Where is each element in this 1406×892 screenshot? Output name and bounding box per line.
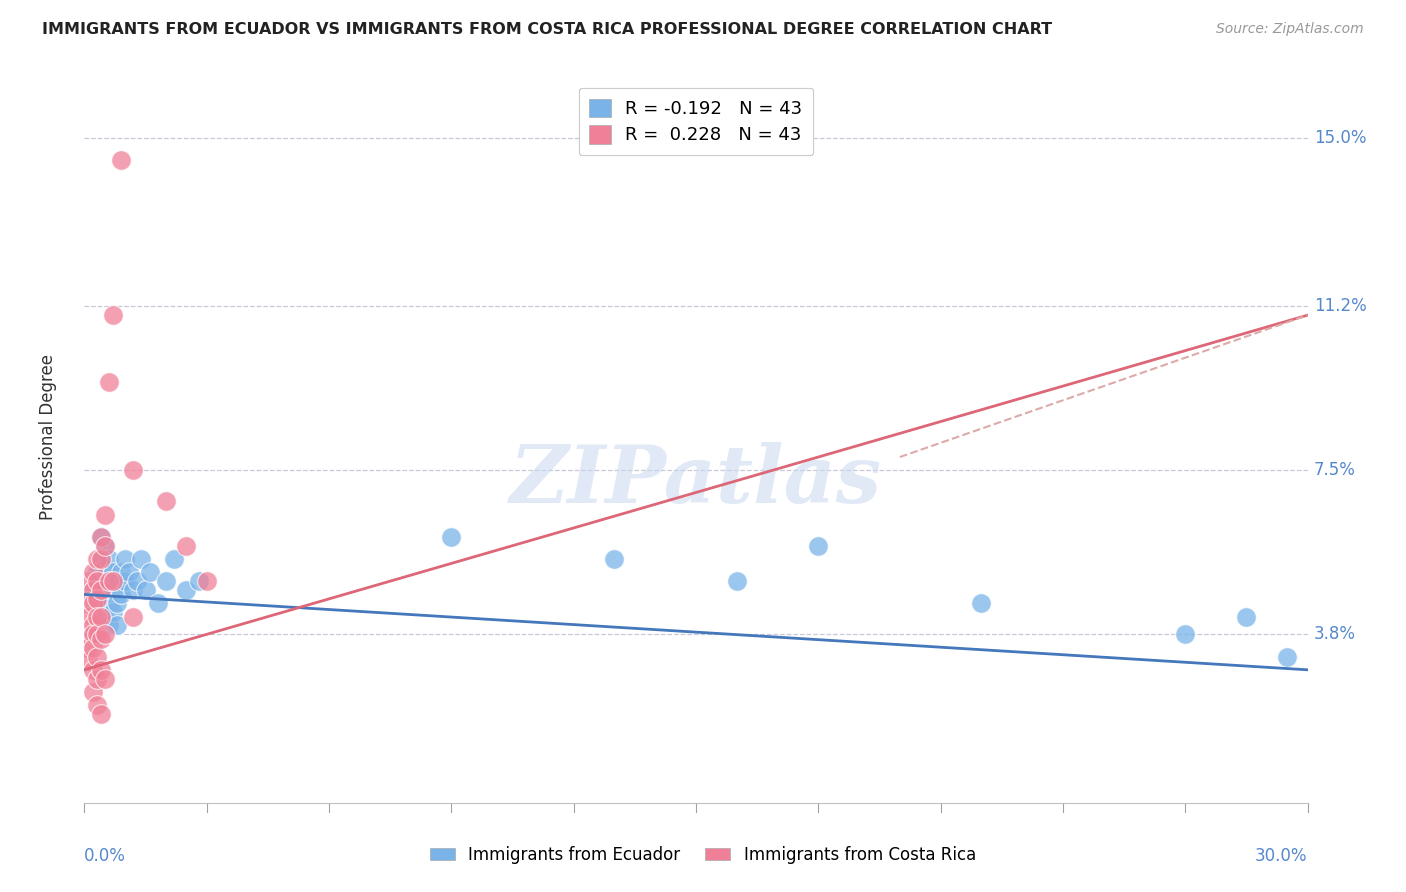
Point bbox=[807, 539, 830, 553]
Point bbox=[105, 618, 128, 632]
Point bbox=[101, 566, 124, 580]
Text: Source: ZipAtlas.com: Source: ZipAtlas.com bbox=[1216, 22, 1364, 37]
Point bbox=[86, 649, 108, 664]
Point bbox=[86, 552, 108, 566]
Point bbox=[90, 582, 112, 597]
Point bbox=[82, 627, 104, 641]
Point bbox=[101, 574, 124, 589]
Text: 3.8%: 3.8% bbox=[1313, 625, 1355, 643]
Point bbox=[174, 582, 197, 597]
Point bbox=[77, 574, 100, 589]
Point bbox=[97, 574, 120, 589]
Point bbox=[77, 654, 100, 668]
Point bbox=[97, 552, 120, 566]
Point bbox=[110, 587, 132, 601]
Point bbox=[195, 574, 218, 589]
Point bbox=[1174, 627, 1197, 641]
Point bbox=[105, 596, 128, 610]
Point bbox=[77, 627, 100, 641]
Text: 7.5%: 7.5% bbox=[1313, 461, 1355, 479]
Point bbox=[90, 707, 112, 722]
Point bbox=[1277, 649, 1299, 664]
Point bbox=[725, 574, 748, 589]
Point bbox=[77, 609, 100, 624]
Point bbox=[1236, 609, 1258, 624]
Point bbox=[146, 596, 169, 610]
Point bbox=[93, 582, 115, 597]
Point bbox=[174, 539, 197, 553]
Point bbox=[93, 627, 115, 641]
Text: ZIPatlas: ZIPatlas bbox=[510, 442, 882, 520]
Point bbox=[135, 582, 157, 597]
Point bbox=[127, 574, 149, 589]
Legend: Immigrants from Ecuador, Immigrants from Costa Rica: Immigrants from Ecuador, Immigrants from… bbox=[423, 839, 983, 871]
Text: Professional Degree: Professional Degree bbox=[38, 354, 56, 520]
Point bbox=[82, 596, 104, 610]
Point bbox=[138, 566, 160, 580]
Point bbox=[97, 596, 120, 610]
Point bbox=[122, 609, 145, 624]
Point bbox=[97, 574, 120, 589]
Point bbox=[77, 640, 100, 655]
Point bbox=[155, 494, 177, 508]
Point bbox=[163, 552, 186, 566]
Text: 30.0%: 30.0% bbox=[1256, 847, 1308, 865]
Text: 15.0%: 15.0% bbox=[1313, 128, 1367, 147]
Point bbox=[93, 561, 115, 575]
Point bbox=[82, 566, 104, 580]
Point bbox=[93, 539, 115, 553]
Point bbox=[101, 582, 124, 597]
Point bbox=[90, 552, 112, 566]
Point bbox=[82, 685, 104, 699]
Point bbox=[86, 672, 108, 686]
Point bbox=[155, 574, 177, 589]
Point bbox=[101, 308, 124, 322]
Point bbox=[122, 582, 145, 597]
Text: 11.2%: 11.2% bbox=[1313, 297, 1367, 315]
Point bbox=[97, 618, 120, 632]
Point bbox=[82, 663, 104, 677]
Point bbox=[93, 508, 115, 522]
Point bbox=[90, 574, 112, 589]
Point bbox=[86, 596, 108, 610]
Point bbox=[86, 566, 108, 580]
Point bbox=[90, 663, 112, 677]
Point bbox=[97, 375, 120, 389]
Text: IMMIGRANTS FROM ECUADOR VS IMMIGRANTS FROM COSTA RICA PROFESSIONAL DEGREE CORREL: IMMIGRANTS FROM ECUADOR VS IMMIGRANTS FR… bbox=[42, 22, 1052, 37]
Point bbox=[86, 627, 108, 641]
Point bbox=[118, 566, 141, 580]
Point bbox=[90, 609, 112, 624]
Point bbox=[101, 605, 124, 619]
Point bbox=[82, 582, 104, 597]
Point bbox=[105, 574, 128, 589]
Point bbox=[90, 530, 112, 544]
Point bbox=[90, 530, 112, 544]
Point bbox=[970, 596, 993, 610]
Point bbox=[110, 566, 132, 580]
Point bbox=[131, 552, 153, 566]
Point bbox=[90, 632, 112, 646]
Point bbox=[110, 153, 132, 167]
Point bbox=[82, 640, 104, 655]
Legend: R = -0.192   N = 43, R =  0.228   N = 43: R = -0.192 N = 43, R = 0.228 N = 43 bbox=[578, 87, 814, 155]
Point bbox=[93, 609, 115, 624]
Point bbox=[86, 574, 108, 589]
Point bbox=[93, 672, 115, 686]
Point bbox=[187, 574, 209, 589]
Point bbox=[93, 539, 115, 553]
Point bbox=[90, 552, 112, 566]
Point bbox=[122, 463, 145, 477]
Point bbox=[86, 609, 108, 624]
Point bbox=[114, 574, 136, 589]
Point bbox=[86, 698, 108, 713]
Point bbox=[82, 618, 104, 632]
Point bbox=[77, 596, 100, 610]
Point bbox=[114, 552, 136, 566]
Point bbox=[603, 552, 626, 566]
Point bbox=[86, 591, 108, 606]
Text: 0.0%: 0.0% bbox=[84, 847, 127, 865]
Point bbox=[440, 530, 463, 544]
Point bbox=[82, 582, 104, 597]
